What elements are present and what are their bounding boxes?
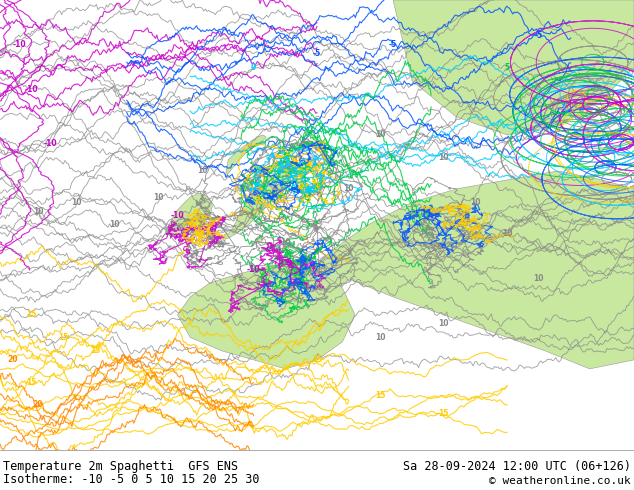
- Text: 20: 20: [33, 400, 43, 409]
- Text: 10: 10: [33, 207, 43, 216]
- Text: -10: -10: [247, 266, 261, 274]
- Polygon shape: [165, 194, 212, 238]
- Text: 10: 10: [375, 333, 385, 342]
- Polygon shape: [292, 171, 634, 369]
- Polygon shape: [393, 0, 634, 135]
- Text: 15: 15: [58, 333, 68, 342]
- Text: Isotherme: -10 -5 0 5 10 15 20 25 30: Isotherme: -10 -5 0 5 10 15 20 25 30: [3, 473, 260, 486]
- Text: 10: 10: [153, 194, 164, 202]
- Polygon shape: [257, 237, 263, 243]
- Text: 5: 5: [505, 63, 510, 72]
- Text: 10: 10: [502, 229, 512, 239]
- Text: © weatheronline.co.uk: © weatheronline.co.uk: [489, 476, 631, 486]
- Text: 20: 20: [8, 355, 18, 365]
- Text: -10: -10: [171, 211, 184, 220]
- Text: 10: 10: [312, 283, 322, 293]
- Text: 15: 15: [439, 409, 449, 418]
- Text: 15: 15: [375, 392, 385, 400]
- Text: -10: -10: [44, 140, 58, 148]
- Polygon shape: [223, 164, 292, 239]
- Text: -5: -5: [313, 49, 321, 58]
- Text: -5: -5: [389, 41, 398, 49]
- Text: 15: 15: [312, 355, 322, 365]
- Text: 0: 0: [251, 63, 256, 72]
- Text: -10: -10: [25, 85, 39, 95]
- Text: 15: 15: [90, 346, 100, 355]
- Text: 5: 5: [302, 162, 307, 171]
- Text: 10: 10: [534, 274, 544, 283]
- Text: 10: 10: [280, 239, 290, 247]
- Text: 10: 10: [344, 184, 354, 194]
- Text: 10: 10: [198, 167, 208, 175]
- Text: Temperature 2m Spaghetti  GFS ENS: Temperature 2m Spaghetti GFS ENS: [3, 460, 238, 473]
- Polygon shape: [225, 135, 266, 178]
- Text: Sa 28-09-2024 12:00 UTC (06+126): Sa 28-09-2024 12:00 UTC (06+126): [403, 460, 631, 473]
- Polygon shape: [178, 261, 355, 369]
- Text: 15: 15: [27, 378, 37, 387]
- Text: -10: -10: [12, 41, 26, 49]
- Text: -5: -5: [534, 31, 543, 41]
- Text: 10: 10: [109, 220, 119, 229]
- Text: 10: 10: [439, 153, 449, 162]
- Text: 10: 10: [375, 130, 385, 140]
- Text: 10: 10: [470, 198, 481, 207]
- Text: 10: 10: [71, 198, 81, 207]
- Text: 10: 10: [439, 319, 449, 328]
- Text: 15: 15: [27, 310, 37, 319]
